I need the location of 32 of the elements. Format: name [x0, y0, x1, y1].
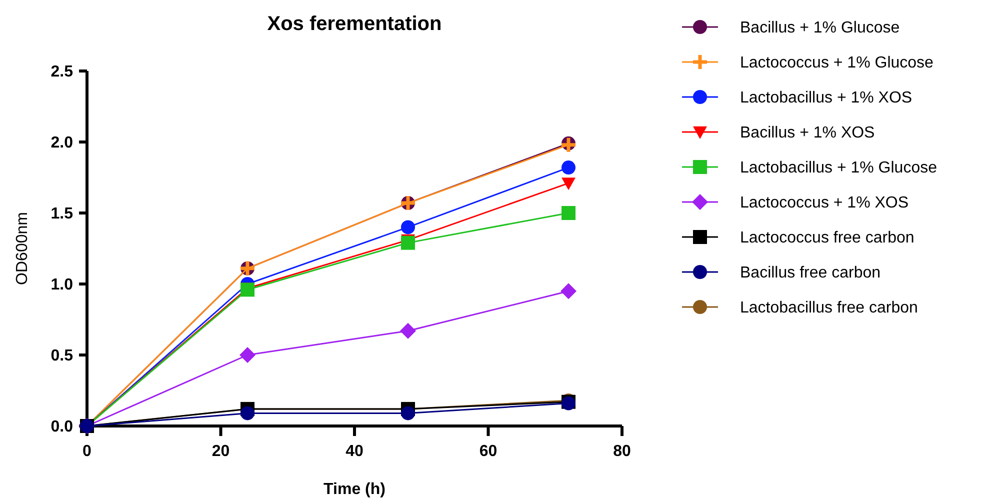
- point: [560, 283, 576, 300]
- point: [401, 220, 415, 234]
- point: [401, 406, 415, 420]
- legend-label: Bacillus + 1% XOS: [740, 124, 875, 142]
- x-axis-title: Time (h): [324, 481, 386, 498]
- point: [240, 406, 254, 420]
- y-axis-title: OD600nm: [14, 212, 31, 285]
- x-tick-label: 0: [82, 443, 92, 460]
- x-tick-label: 60: [479, 443, 498, 460]
- point: [240, 347, 256, 363]
- y-tick-label: 1.0: [50, 276, 74, 294]
- x-tick-label: 20: [212, 443, 230, 460]
- legend-label: Bacillus + 1% Glucose: [740, 20, 900, 37]
- y-tick-label: 1.5: [50, 206, 74, 223]
- y-tick-label: 0.5: [50, 348, 74, 365]
- legend-label: Lactococcus + 1% XOS: [740, 194, 909, 212]
- x-tick-label: 80: [613, 443, 631, 460]
- legend-label: Lactobacillus + 1% Glucose: [740, 160, 938, 177]
- chart-title: Xos ferementation: [267, 13, 442, 35]
- point: [560, 136, 578, 154]
- y-tick-label: 2.5: [50, 64, 74, 81]
- point: [562, 160, 576, 175]
- y-tick-label: 0.0: [50, 418, 74, 436]
- legend-label: Lactococcus free carbon: [740, 230, 914, 247]
- point: [400, 322, 416, 339]
- legend-label: Bacillus free carbon: [740, 264, 881, 282]
- point: [562, 206, 576, 220]
- y-tick-label: 2.0: [50, 134, 74, 152]
- x-tick-label: 40: [346, 443, 364, 460]
- legend-label: Lactococcus + 1% Glucose: [740, 54, 934, 72]
- legend-label: Lactobacillus + 1% XOS: [740, 90, 912, 107]
- legend-label: Lactobacillus free carbon: [740, 300, 918, 317]
